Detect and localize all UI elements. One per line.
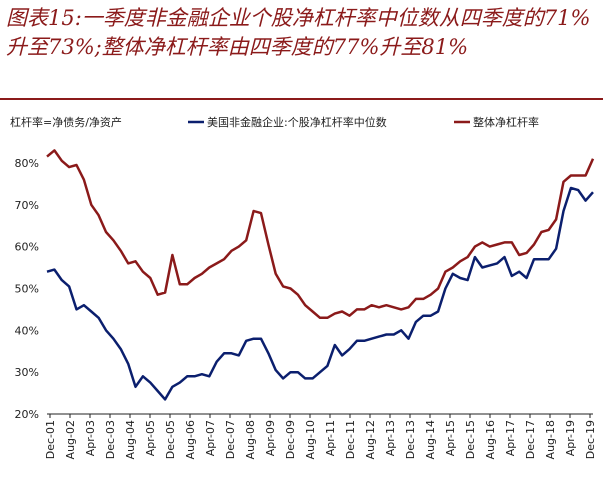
series-lines: [46, 149, 595, 401]
x-tick-label: Apr-07: [204, 420, 217, 456]
x-tick-label: Aug-14: [424, 420, 437, 459]
x-tick-label: Dec-17: [524, 420, 537, 459]
x-tick-label: Dec-19: [584, 420, 597, 459]
x-tick-label: Apr-05: [144, 420, 157, 456]
y-tick-label: 70%: [15, 199, 39, 212]
x-tick-label: Apr-11: [324, 420, 337, 456]
leverage-definition-note: 杠杆率=净债务/净资产: [10, 115, 122, 129]
legend-label-aggregate: 整体净杠杆率: [473, 115, 539, 129]
y-tick-label: 50%: [15, 282, 39, 295]
x-tick-label: Apr-03: [84, 420, 97, 456]
x-tick-label: Aug-04: [124, 420, 137, 459]
y-tick-label: 40%: [15, 324, 39, 337]
series-line-aggregate: [46, 149, 595, 320]
y-tick-label: 30%: [15, 366, 39, 379]
x-tick-label: Dec-11: [344, 420, 357, 459]
x-tick-label: Dec-01: [44, 420, 57, 459]
axes: 20% 30% 40% 50% 60% 70% 80% Dec-01 Aug-02 Apr-03 D…: [15, 157, 597, 460]
legend-label-median: 美国非金融企业:个股净杠杆率中位数: [207, 115, 387, 129]
y-tick-label: 60%: [15, 241, 39, 254]
x-tick-label: Dec-09: [284, 420, 297, 459]
chart-title: 图表15:一季度非金融企业个股净杠杆率中位数从四季度的71%升至73%;整体净杠…: [6, 6, 591, 59]
x-tick-label: Dec-05: [164, 420, 177, 459]
x-tick-label: Dec-03: [104, 420, 117, 459]
x-tick-label: Aug-06: [184, 420, 197, 459]
x-tick-label: Aug-12: [364, 420, 377, 459]
title-divider: [0, 98, 603, 100]
x-tick-label: Apr-13: [384, 420, 397, 456]
x-tick-label: Apr-09: [264, 420, 277, 456]
y-tick-label: 20%: [15, 408, 39, 421]
x-tick-label: Dec-15: [464, 420, 477, 459]
x-tick-label: Apr-19: [564, 420, 577, 456]
y-tick-label: 80%: [15, 157, 39, 170]
x-tick-label: Aug-08: [244, 420, 257, 459]
x-tick-label: Dec-07: [224, 420, 237, 459]
x-tick-label: Aug-02: [64, 420, 77, 459]
x-tick-label: Dec-13: [404, 420, 417, 459]
x-tick-label: Aug-10: [304, 420, 317, 459]
series-line-median: [46, 186, 594, 401]
x-tick-label: Aug-18: [544, 420, 557, 459]
x-tick-label: Aug-16: [484, 420, 497, 459]
x-tick-label: Apr-15: [444, 420, 457, 456]
x-tick-label: Apr-17: [504, 420, 517, 456]
